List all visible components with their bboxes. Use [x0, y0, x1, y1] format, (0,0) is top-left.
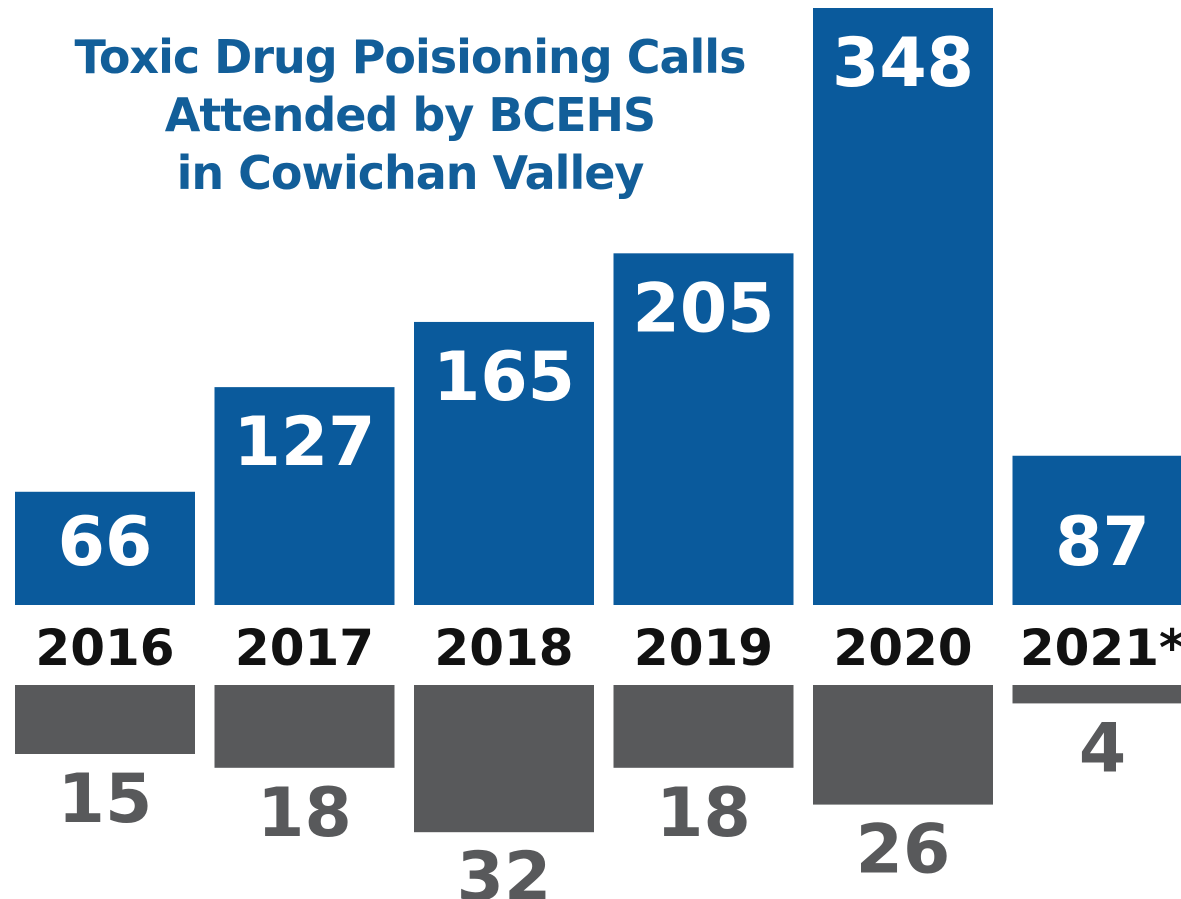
upper-bar-2017 — [214, 387, 395, 605]
chart-title-line-3: in Cowichan Valley — [176, 146, 645, 200]
category-label-2018: 2018 — [434, 619, 573, 677]
upper-bar-2019 — [613, 253, 794, 605]
upper-bar-value-2018: 165 — [433, 338, 575, 417]
category-label-2019: 2019 — [634, 619, 773, 677]
lower-bar-value-2018: 32 — [457, 838, 552, 899]
upper-bar-2021* — [1012, 455, 1181, 605]
lower-bar-2016 — [15, 685, 195, 754]
upper-bar-value-2020: 348 — [832, 24, 974, 103]
lower-bar-2021* — [1012, 685, 1181, 704]
lower-bar-value-2017: 18 — [257, 774, 352, 853]
category-label-2021*: 2021* — [1020, 619, 1181, 677]
upper-bar-2018 — [414, 321, 594, 605]
lower-bar-value-2016: 15 — [58, 760, 153, 839]
upper-bar-2016 — [15, 491, 195, 605]
lower-bar-value-2019: 18 — [656, 774, 751, 853]
upper-bar-value-2016: 66 — [58, 503, 153, 582]
category-label-2017: 2017 — [235, 619, 374, 677]
category-label-2020: 2020 — [833, 619, 972, 677]
chart-title-line-2: Attended by BCEHS — [164, 88, 656, 142]
lower-bar-2017 — [214, 685, 395, 768]
upper-bar-value-2021*: 87 — [1055, 503, 1150, 582]
upper-bar-2020 — [813, 8, 993, 605]
upper-bar-value-2019: 205 — [633, 269, 775, 348]
chart-title-line-1: Toxic Drug Poisioning Calls — [74, 30, 747, 84]
upper-bar-value-2017: 127 — [234, 403, 376, 482]
category-label-2016: 2016 — [35, 619, 174, 677]
lower-bar-value-2020: 26 — [856, 811, 951, 890]
chart-title: Toxic Drug Poisioning Calls Attended by … — [40, 28, 780, 202]
lower-bar-value-2021*: 4 — [1079, 709, 1126, 788]
lower-bar-2019 — [613, 685, 794, 768]
lower-bar-2018 — [414, 685, 594, 833]
lower-bar-2020 — [813, 685, 993, 805]
